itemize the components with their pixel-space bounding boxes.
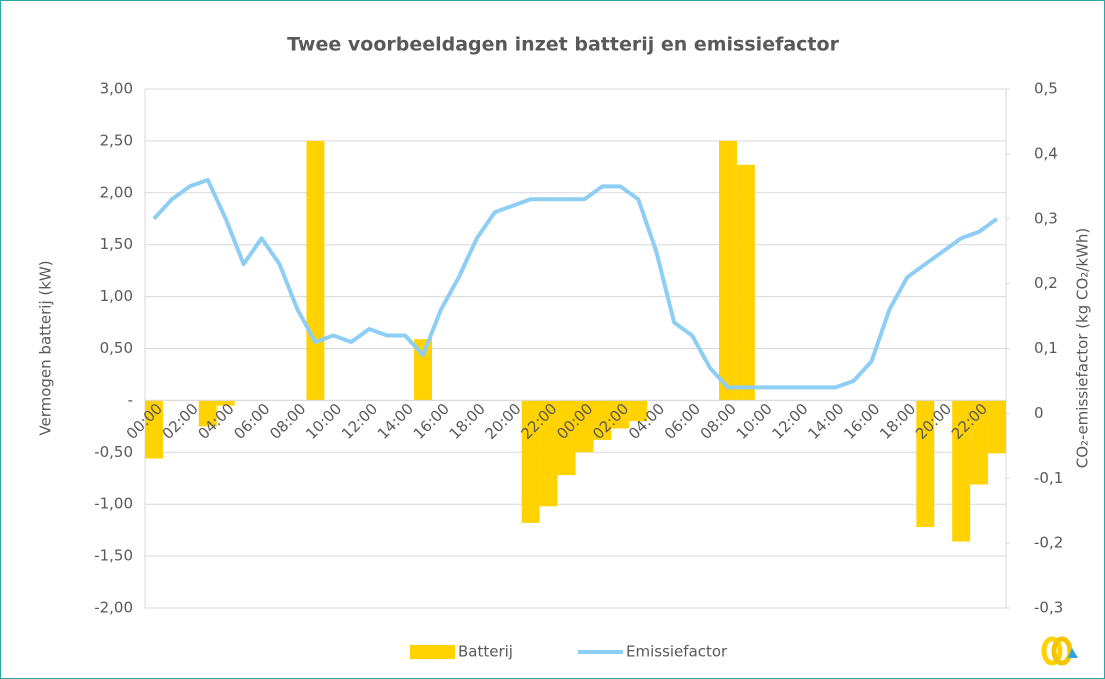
- y2-tick-label: -0,2: [1034, 534, 1063, 552]
- y2-tick-label: 0,5: [1034, 80, 1058, 98]
- bar: [306, 140, 325, 401]
- legend-label: Batterij: [458, 643, 513, 661]
- bar: [916, 400, 935, 528]
- bar: [414, 339, 432, 401]
- y-tick-label: -1,00: [94, 495, 133, 513]
- bar: [539, 400, 558, 507]
- y2-tick-label: -0,1: [1034, 469, 1063, 487]
- y-tick-label: 1,00: [100, 287, 133, 305]
- bar: [952, 400, 971, 542]
- bar: [198, 400, 217, 427]
- y2-tick-label: 0,4: [1034, 144, 1058, 162]
- bar: [629, 400, 648, 422]
- y2-tick-label: -0,3: [1034, 599, 1063, 617]
- y-tick-label: 2,00: [100, 183, 133, 201]
- chart-title: Twee voorbeeldagen inzet batterij en emi…: [287, 34, 840, 56]
- y-tick-label: 2,50: [100, 131, 133, 149]
- bar: [719, 140, 737, 401]
- y-tick-label: 0,50: [100, 339, 133, 357]
- bar: [521, 400, 540, 523]
- y-tick-label: 1,50: [100, 235, 133, 253]
- y2-tick-label: 0,2: [1034, 274, 1058, 292]
- y-tick-label: 3,00: [100, 80, 133, 98]
- bar: [216, 400, 235, 406]
- bar: [736, 164, 755, 401]
- logo-ring: [1041, 636, 1063, 666]
- logo-ring: [1051, 636, 1073, 666]
- line: [152, 177, 999, 390]
- bar: [557, 400, 576, 476]
- y-tick-label: -: [128, 391, 133, 409]
- logo-triangle: [1068, 648, 1078, 658]
- y-tick-label: -1,50: [94, 547, 133, 565]
- legend-swatch: [410, 645, 455, 659]
- y2-axis-label: CO₂-emissiefactor (kg CO₂/kWh): [1074, 228, 1092, 469]
- logo: [1041, 636, 1078, 666]
- bar: [575, 400, 594, 453]
- bar: [970, 400, 989, 485]
- y2-tick-label: 0,1: [1034, 339, 1058, 357]
- y-tick-label: -0,50: [94, 443, 133, 461]
- bar: [145, 400, 163, 459]
- bar: [611, 400, 630, 429]
- y2-tick-label: 0,3: [1034, 209, 1058, 227]
- y-tick-label: -2,00: [94, 599, 133, 617]
- y2-tick-label: 0: [1034, 404, 1044, 422]
- bar: [593, 400, 612, 440]
- y-axis-label: Vermogen batterij (kW): [37, 260, 55, 435]
- legend-label: Emissiefactor: [626, 643, 728, 661]
- bar: [988, 400, 1006, 454]
